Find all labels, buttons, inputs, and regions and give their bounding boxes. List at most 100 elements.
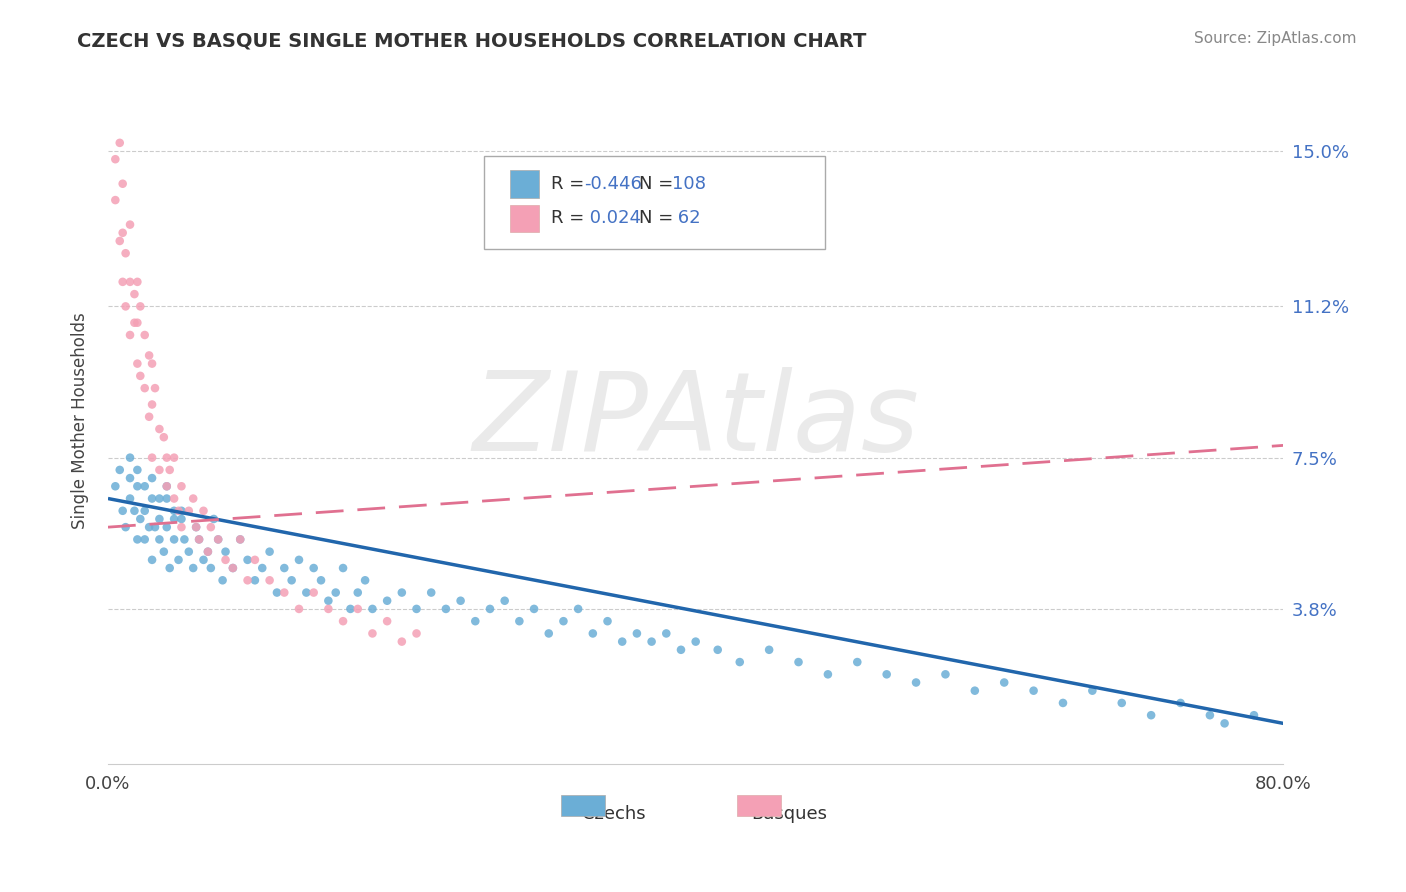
Point bbox=[391, 634, 413, 648]
Point bbox=[124, 504, 146, 518]
Text: Source: ZipAtlas.com: Source: ZipAtlas.com bbox=[1194, 31, 1357, 46]
Point bbox=[420, 585, 443, 599]
Point bbox=[1022, 683, 1045, 698]
Point bbox=[214, 544, 236, 558]
Point bbox=[141, 491, 163, 506]
Point bbox=[118, 275, 141, 289]
Point bbox=[669, 642, 692, 657]
Text: 62: 62 bbox=[672, 210, 700, 227]
Point bbox=[243, 553, 266, 567]
Point bbox=[186, 520, 208, 534]
Point bbox=[229, 533, 252, 547]
Point bbox=[280, 574, 302, 588]
Point bbox=[229, 533, 252, 547]
Point bbox=[236, 574, 259, 588]
Point bbox=[1243, 708, 1265, 723]
Point bbox=[153, 544, 176, 558]
Point bbox=[934, 667, 956, 681]
Point bbox=[325, 585, 347, 599]
Point bbox=[148, 422, 170, 436]
Point bbox=[127, 533, 149, 547]
Point bbox=[197, 544, 219, 558]
Point bbox=[478, 602, 501, 616]
Point bbox=[114, 520, 136, 534]
Point bbox=[876, 667, 898, 681]
Point bbox=[332, 614, 354, 628]
Point bbox=[159, 463, 181, 477]
Point bbox=[134, 479, 156, 493]
Point bbox=[127, 357, 149, 371]
Point bbox=[143, 520, 166, 534]
Point bbox=[141, 471, 163, 485]
Point bbox=[138, 409, 160, 424]
Point bbox=[104, 193, 127, 207]
Point bbox=[138, 520, 160, 534]
Point bbox=[464, 614, 486, 628]
Point bbox=[1052, 696, 1074, 710]
Point bbox=[1199, 708, 1222, 723]
Point bbox=[148, 533, 170, 547]
Point bbox=[211, 574, 233, 588]
Point bbox=[153, 430, 176, 444]
Point bbox=[134, 328, 156, 343]
FancyBboxPatch shape bbox=[737, 795, 782, 816]
Point bbox=[332, 561, 354, 575]
Point bbox=[200, 520, 222, 534]
Point bbox=[243, 574, 266, 588]
Point bbox=[170, 504, 193, 518]
Point bbox=[141, 357, 163, 371]
Point bbox=[104, 479, 127, 493]
Point bbox=[302, 561, 325, 575]
FancyBboxPatch shape bbox=[484, 156, 825, 249]
Point bbox=[163, 504, 186, 518]
Point bbox=[148, 463, 170, 477]
Point bbox=[163, 491, 186, 506]
Point bbox=[156, 479, 179, 493]
Text: ZIPAtlas: ZIPAtlas bbox=[472, 368, 920, 475]
Text: -0.446: -0.446 bbox=[583, 175, 643, 193]
Point bbox=[127, 463, 149, 477]
Point bbox=[111, 275, 134, 289]
Point bbox=[266, 585, 288, 599]
Point bbox=[259, 544, 281, 558]
Point bbox=[118, 471, 141, 485]
Point bbox=[200, 561, 222, 575]
Point bbox=[177, 504, 200, 518]
Point bbox=[104, 152, 127, 166]
Point bbox=[118, 450, 141, 465]
Point bbox=[156, 450, 179, 465]
Y-axis label: Single Mother Households: Single Mother Households bbox=[72, 312, 89, 529]
Point bbox=[728, 655, 751, 669]
Point bbox=[846, 655, 869, 669]
Point bbox=[141, 450, 163, 465]
Point bbox=[259, 574, 281, 588]
Point bbox=[118, 491, 141, 506]
Point bbox=[626, 626, 648, 640]
Point bbox=[375, 614, 398, 628]
Point bbox=[186, 520, 208, 534]
Point bbox=[450, 593, 472, 607]
Point bbox=[114, 246, 136, 260]
Point bbox=[114, 299, 136, 313]
Point bbox=[188, 533, 211, 547]
Text: Basques: Basques bbox=[752, 805, 828, 823]
FancyBboxPatch shape bbox=[510, 170, 540, 198]
Point bbox=[163, 450, 186, 465]
Point bbox=[108, 136, 131, 150]
Point bbox=[124, 316, 146, 330]
Point bbox=[170, 479, 193, 493]
Point bbox=[582, 626, 605, 640]
Point bbox=[156, 491, 179, 506]
Point bbox=[655, 626, 678, 640]
Point bbox=[1140, 708, 1163, 723]
Point bbox=[111, 177, 134, 191]
Point bbox=[163, 512, 186, 526]
Point bbox=[118, 218, 141, 232]
Point bbox=[134, 381, 156, 395]
Point bbox=[1170, 696, 1192, 710]
Point bbox=[318, 602, 340, 616]
Point bbox=[134, 504, 156, 518]
Point bbox=[685, 634, 707, 648]
Point bbox=[494, 593, 516, 607]
Point bbox=[129, 368, 152, 383]
